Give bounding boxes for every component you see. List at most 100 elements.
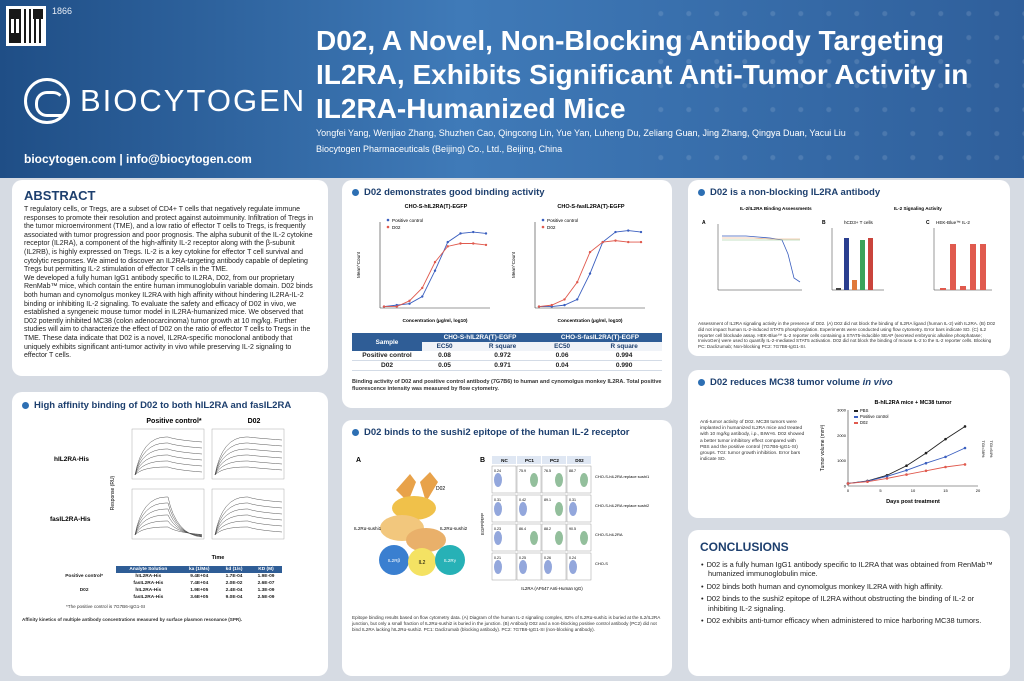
ec50-cell: 0.972	[467, 351, 538, 361]
tumor-xtick: 5	[879, 488, 882, 493]
kinetics-cell: 2.5E-09	[257, 595, 275, 600]
binding-chart-fasil2ra: CHO-S-fasIL2RA(T)-EGFP Mean^Count Concentr…	[511, 204, 645, 324]
sensorgram-curve	[214, 502, 283, 536]
binding-point	[459, 242, 462, 245]
label-il2rg: IL2Rγ	[444, 558, 457, 563]
flow-col-header: PC1	[525, 458, 534, 463]
flow-cell-population	[530, 531, 538, 545]
abstract-heading: ABSTRACT	[24, 188, 96, 203]
ec50-cell: 0.990	[586, 360, 662, 371]
sushi-label-b: B	[480, 457, 485, 464]
ec50-table: Sample CHO-S-hIL2RA(T)-EGFP CHO-S-fasIL2…	[352, 333, 662, 371]
qr-code-icon[interactable]	[6, 6, 46, 46]
flow-cell-population	[555, 473, 563, 487]
flow-cell-population	[555, 502, 563, 516]
tumor-chart-title: B-hIL2RA mice + MC38 tumor	[875, 400, 953, 406]
sushi-label-a: A	[356, 457, 361, 464]
tumor-xtick: 15	[943, 488, 948, 493]
nb-sub-b: IL-2 Signaling Activity	[894, 206, 942, 211]
kinetics-row: D02 hIL2RA-His 1.9E+05 2.4E-04 1.3E-09	[52, 587, 282, 594]
flow-cell-population	[530, 473, 538, 487]
flow-cell-population	[494, 502, 502, 516]
kinetics-cell: D02	[79, 588, 89, 593]
ec50-subheader: R square	[586, 342, 662, 351]
logo-mark-icon	[24, 78, 70, 124]
spr-xlabel: Time	[212, 555, 225, 561]
il2rg-shape	[435, 545, 465, 575]
flow-cell-population	[569, 560, 577, 574]
binding-point	[446, 245, 449, 248]
spr-sensorgram-grid: Positive control* D02 hIL2RA-His fasIL2R…	[50, 418, 285, 561]
abstract-para-1: T regulatory cells, or Tregs, are a subs…	[24, 206, 313, 274]
affiliation: Biocytogen Pharmaceuticals (Beijing) Co.…	[316, 144, 563, 154]
conclusion-item: D02 exhibits anti-tumor efficacy when ad…	[707, 616, 998, 625]
sensorgram-curve	[214, 514, 283, 536]
kinetics-cell: 7.4E+04	[190, 581, 209, 586]
tumor-chart: B-hIL2RA mice + MC38 tumor Days post trea…	[820, 400, 994, 505]
nb-panel-b-chart	[831, 228, 884, 291]
poster-title: D02, A Novel, Non-Blocking Antibody Targ…	[316, 25, 969, 124]
legend-swatch	[386, 225, 390, 229]
sensorgram-curve	[134, 460, 203, 476]
binding-heading: D02 demonstrates good binding activity	[364, 187, 545, 198]
kinetics-header: kd (1/s)	[218, 566, 251, 573]
sushi2-shape	[406, 528, 446, 552]
legend-label: Positive control	[392, 218, 423, 223]
flow-value: 0.24	[494, 469, 501, 473]
conclusion-item: D02 binds both human and cynomolgus monk…	[707, 582, 998, 591]
tumor-legend-swatch	[854, 422, 858, 424]
binding-point	[446, 240, 449, 244]
sensorgram-curve	[134, 502, 203, 537]
nonblocking-figure: IL-2/IL2RA Binding Assessments IL-2 Sign…	[702, 206, 992, 291]
label-sushi1: IL2Rα-sushi1	[354, 526, 382, 531]
nb-panel-c-title: HEK-Blue™ IL-2	[936, 220, 970, 225]
binding-xlabel: Concentration (μg/ml, log10)	[557, 318, 622, 324]
sensorgram-curve	[214, 496, 283, 536]
tumor-xlabel: Days post treatment	[886, 499, 940, 505]
ec50-row: Positive control 0.08 0.972 0.06 0.994	[352, 351, 662, 361]
kinetics-cell: 3.6E+05	[190, 595, 209, 600]
il2rb-shape	[379, 545, 409, 575]
binding-xlabel: Concentration (μg/ml, log10)	[402, 318, 467, 324]
nb-label-b: B	[822, 220, 826, 226]
kinetics-cell: 2.6E-07	[257, 581, 275, 586]
kinetics-header	[52, 566, 117, 573]
sensorgram-curve	[134, 496, 203, 538]
spr-row-fasil2ra: fasIL2RA-His	[50, 516, 91, 523]
binding-point	[588, 272, 592, 275]
ec50-cell: D02	[352, 360, 422, 371]
poster-header: 1866 BIOCYTOGEN biocytogen.com | info@bi…	[0, 0, 1024, 178]
section-dot-icon	[352, 189, 359, 196]
flow-value: 88.2	[544, 527, 551, 531]
tumor-xtick: 10	[911, 488, 916, 493]
spr-row-hil2ra: hIL2RA-His	[54, 456, 89, 463]
tumor-point	[885, 477, 889, 480]
conclusions-panel: CONCLUSIONS D02 is a fully human IgG1 an…	[688, 530, 1010, 676]
sensorgram-curve	[214, 526, 283, 536]
abstract-panel: ABSTRACT T regulatory cells, or Tregs, a…	[12, 180, 328, 376]
tumor-ylabel: Tumor volume (mm³)	[820, 424, 826, 471]
label-sushi2: IL2Rα-sushi2	[440, 526, 468, 531]
legend-swatch	[541, 218, 545, 222]
tumor-point	[963, 446, 967, 450]
affinity-caption: Affinity kinetics of multiple antibody c…	[22, 617, 243, 622]
kinetics-cell: fasIL2RA-His	[133, 581, 164, 586]
flow-value: 0.31	[494, 498, 501, 502]
binding-caption: Binding activity of D02 and positive con…	[352, 379, 662, 392]
ec50-cell: 0.04	[537, 360, 587, 371]
label-il2: IL2	[419, 560, 426, 566]
ec50-cell: Positive control	[352, 351, 422, 361]
binding-point	[588, 250, 592, 254]
nb-panel-a-chart	[717, 224, 802, 291]
kinetics-header: KD (M)	[250, 566, 282, 573]
ec50-cell: 0.994	[586, 351, 662, 361]
legend-label: D02	[392, 225, 401, 230]
binding-point	[433, 260, 437, 264]
nb-panel-b-title: hCD3+ T cells	[844, 220, 874, 225]
binding-point	[433, 269, 437, 272]
tumor-legend-swatch	[854, 416, 858, 418]
tumor-point	[846, 482, 850, 485]
kinetics-cell: 1.7E-04	[225, 574, 243, 579]
flow-value: 0.25	[519, 556, 526, 560]
contact-info[interactable]: biocytogen.com | info@biocytogen.com	[24, 152, 252, 166]
